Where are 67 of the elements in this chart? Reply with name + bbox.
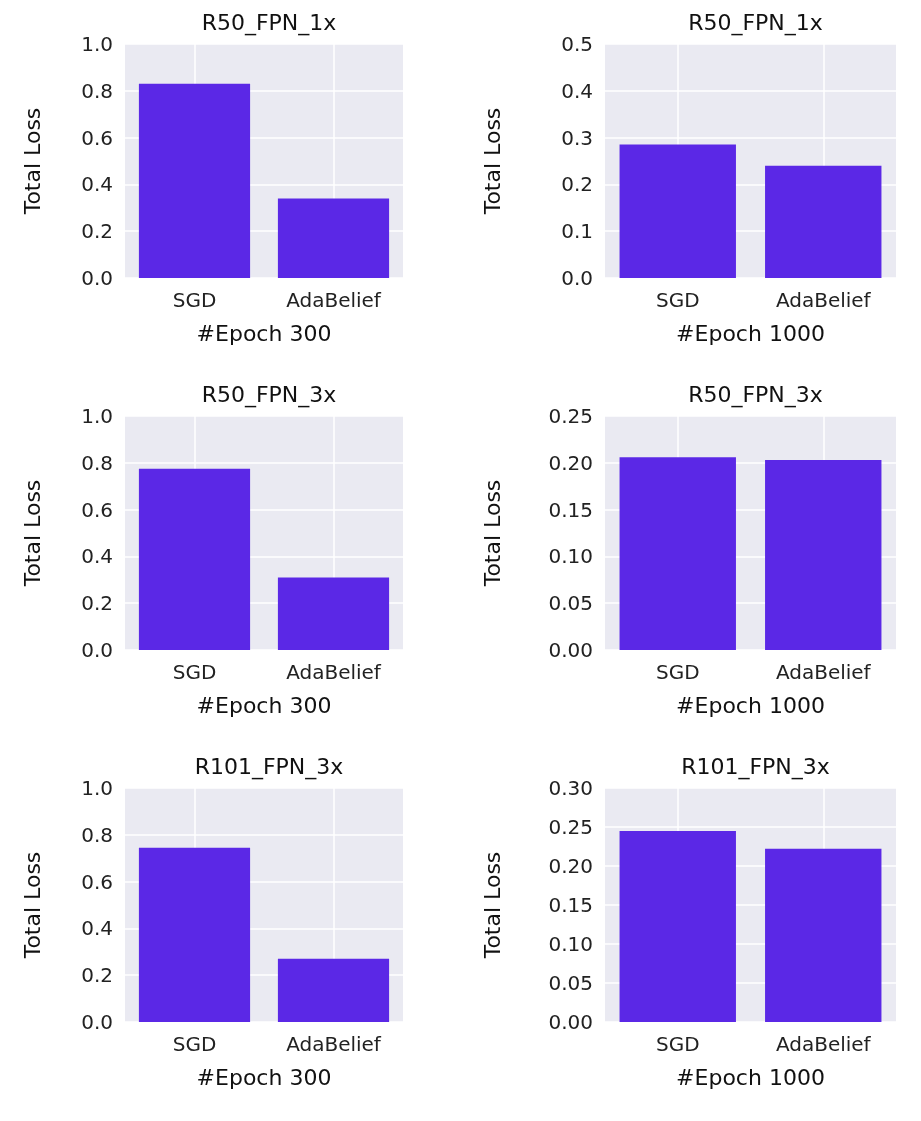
y-tick-label: 0.30 bbox=[548, 776, 593, 800]
x-tick-label: SGD bbox=[172, 660, 217, 684]
x-axis-title: #Epoch 300 bbox=[196, 1064, 332, 1090]
y-tick-label: 0.20 bbox=[548, 450, 593, 475]
x-tick-label: AdaBelief bbox=[775, 660, 872, 684]
y-tick-label: 0.8 bbox=[81, 78, 113, 103]
y-tick-label: 0.4 bbox=[81, 916, 113, 941]
y-tick-label: 0.8 bbox=[81, 450, 113, 475]
y-tick-label: 1.0 bbox=[81, 404, 113, 428]
y-tick-label: 0.2 bbox=[81, 591, 113, 616]
y-tick-label: 0.6 bbox=[81, 869, 113, 894]
y-tick-label: 0.00 bbox=[548, 638, 593, 662]
y-tick-label: 0.25 bbox=[548, 815, 593, 839]
y-axis-title: Total Loss bbox=[479, 851, 505, 960]
y-axis-title: Total Loss bbox=[19, 107, 45, 216]
y-axis-title: Total Loss bbox=[479, 479, 505, 588]
x-tick-label: AdaBelief bbox=[286, 660, 382, 684]
y-tick-label: 0.1 bbox=[561, 219, 593, 244]
y-tick-label: 0.4 bbox=[81, 544, 113, 569]
y-axis-title: Total Loss bbox=[19, 851, 45, 960]
x-tick-label: SGD bbox=[172, 288, 217, 312]
y-tick-label: 0.8 bbox=[81, 822, 113, 847]
y-tick-label: 1.0 bbox=[81, 776, 113, 800]
y-tick-label: 0.0 bbox=[561, 266, 593, 290]
chart-title: R50_FPN_3x bbox=[201, 381, 337, 408]
y-tick-label: 0.0 bbox=[81, 266, 113, 290]
y-axis-title: Total Loss bbox=[19, 479, 45, 588]
y-tick-label: 0.2 bbox=[81, 963, 113, 988]
y-tick-label: 0.5 bbox=[561, 32, 593, 56]
x-axis-title: #Epoch 1000 bbox=[676, 1064, 825, 1090]
x-tick-label: SGD bbox=[655, 1032, 700, 1056]
x-tick-label: AdaBelief bbox=[286, 1032, 382, 1056]
chart-title: R50_FPN_1x bbox=[688, 9, 823, 36]
x-axis-title: #Epoch 1000 bbox=[676, 692, 825, 718]
y-tick-label: 0.0 bbox=[81, 638, 113, 662]
y-tick-label: 1.0 bbox=[81, 32, 113, 56]
y-tick-label: 0.15 bbox=[548, 893, 593, 917]
y-tick-label: 0.05 bbox=[548, 971, 593, 995]
x-axis-title: #Epoch 300 bbox=[196, 320, 332, 346]
chart-title: R50_FPN_3x bbox=[688, 381, 823, 408]
y-axis-title: Total Loss bbox=[479, 107, 505, 216]
x-axis-title: #Epoch 300 bbox=[196, 692, 332, 718]
chart-title: R50_FPN_1x bbox=[201, 9, 337, 36]
x-tick-label: AdaBelief bbox=[775, 288, 872, 312]
y-tick-label: 0.2 bbox=[561, 172, 593, 197]
chart-title: R101_FPN_3x bbox=[194, 753, 344, 780]
x-tick-label: SGD bbox=[655, 288, 700, 312]
y-tick-label: 0.15 bbox=[548, 497, 593, 522]
y-tick-label: 0.4 bbox=[81, 172, 113, 197]
y-tick-label: 0.6 bbox=[81, 497, 113, 522]
y-tick-label: 0.10 bbox=[548, 544, 593, 569]
y-tick-label: 0.2 bbox=[81, 219, 113, 244]
y-tick-label: 0.25 bbox=[548, 404, 593, 428]
y-tick-label: 0.00 bbox=[548, 1010, 593, 1034]
y-tick-label: 0.4 bbox=[561, 78, 593, 103]
x-tick-label: SGD bbox=[655, 660, 700, 684]
x-axis-title: #Epoch 1000 bbox=[676, 320, 825, 346]
y-tick-label: 0.10 bbox=[548, 932, 593, 956]
y-tick-label: 0.3 bbox=[561, 125, 593, 150]
y-tick-label: 0.20 bbox=[548, 854, 593, 878]
x-tick-label: AdaBelief bbox=[286, 288, 382, 312]
y-tick-label: 0.05 bbox=[548, 591, 593, 616]
chart-title: R101_FPN_3x bbox=[681, 753, 830, 780]
y-tick-label: 0.0 bbox=[81, 1010, 113, 1034]
y-tick-label: 0.6 bbox=[81, 125, 113, 150]
x-tick-label: SGD bbox=[172, 1032, 217, 1056]
x-tick-label: AdaBelief bbox=[775, 1032, 872, 1056]
